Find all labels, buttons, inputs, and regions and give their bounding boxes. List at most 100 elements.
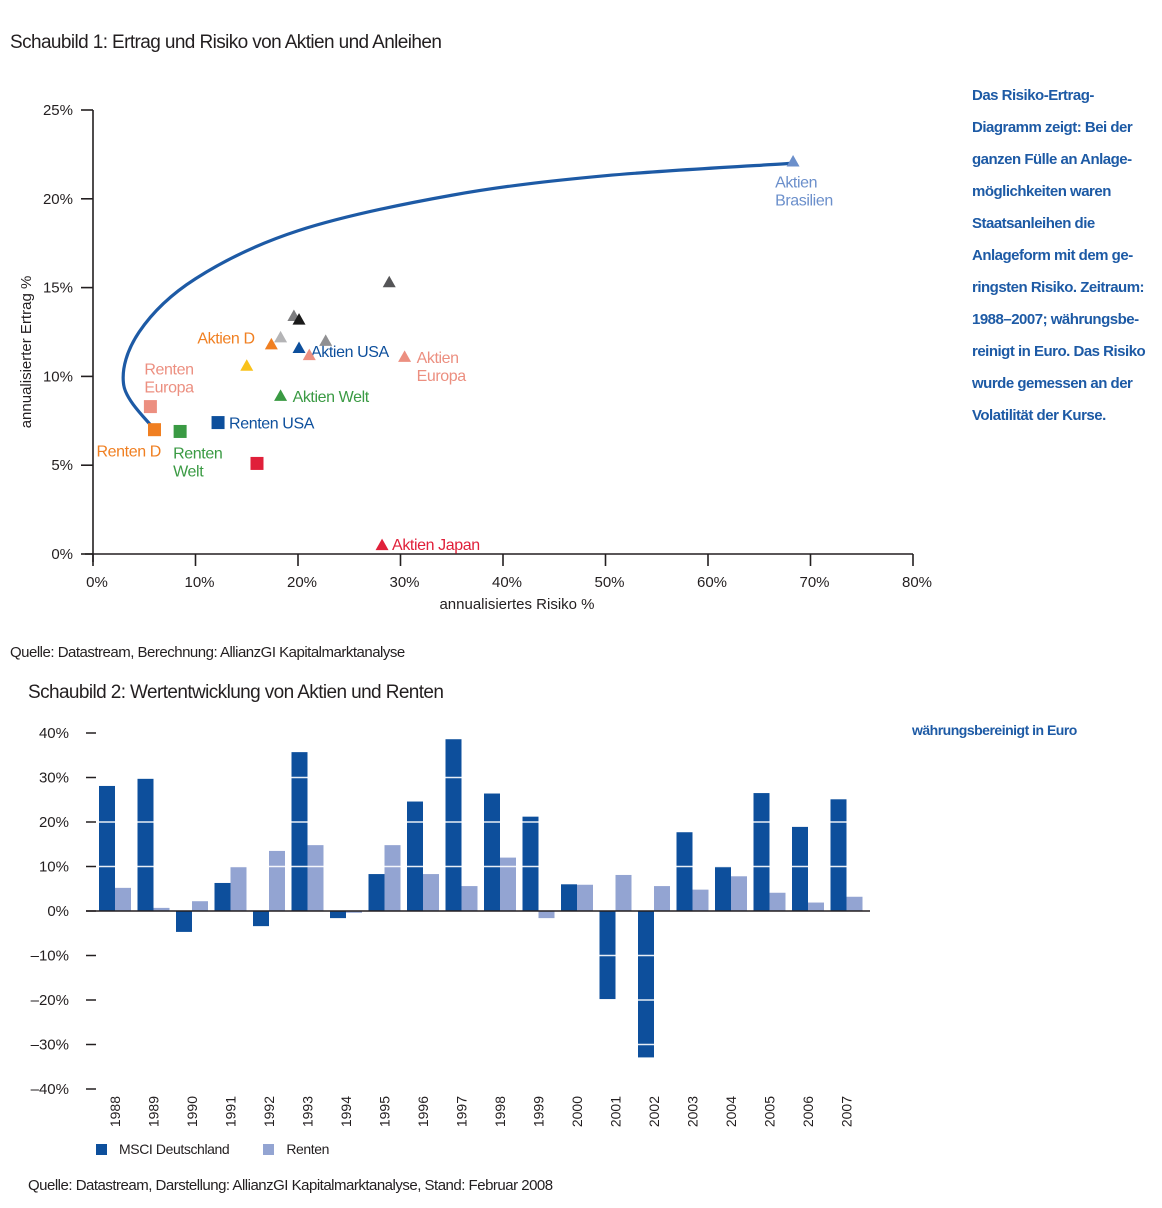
y-tick-label: 0%: [47, 903, 69, 920]
chart2-legend: MSCI Deutschland Renten: [96, 1141, 363, 1157]
bar-msci-deutschland-1997: [445, 739, 462, 911]
point-label-aktien-d: Aktien D: [197, 330, 254, 347]
sidenote-line: Staatsanleihen die: [972, 215, 1095, 232]
bar-renten-2000: [577, 884, 593, 911]
point-label-line: Renten D: [97, 444, 161, 461]
bar-renten-1990: [192, 901, 208, 911]
y-tick-label: 5%: [51, 457, 73, 474]
bar-msci-deutschland-1998: [484, 793, 500, 911]
y-tick-label: –30%: [31, 1037, 69, 1054]
sidenote-line: möglichkeiten waren: [972, 183, 1111, 200]
x-tick-label: 30%: [389, 574, 419, 591]
point-label-line: Europa: [417, 368, 467, 385]
x-tick-label: 0%: [86, 574, 108, 591]
sidenote-line: Anlageform mit dem ge-: [972, 247, 1133, 264]
point-label-aktien-europa: Aktien Europa: [417, 350, 467, 385]
bar-msci-deutschland-1994: [330, 911, 346, 919]
point-label-line: Renten: [144, 362, 193, 379]
x-tick-label: 1993: [300, 1096, 316, 1127]
marker-square-renten-d: [148, 423, 161, 437]
point-label-renten-welt: Renten Welt: [173, 445, 222, 480]
point-label-line: Welt: [173, 463, 204, 480]
bar-msci-deutschland-2006: [792, 826, 808, 911]
x-tick-label: 2007: [839, 1096, 855, 1127]
legend-swatch-msci: [96, 1143, 107, 1155]
marker-triangle-aktien-welt: [274, 389, 288, 401]
x-tick-label: 50%: [594, 574, 624, 591]
x-tick-label: 1999: [531, 1096, 547, 1127]
y-tick-label: 15%: [43, 280, 73, 297]
x-tick-label: 1997: [454, 1096, 470, 1127]
bar-msci-deutschland-1995: [368, 874, 385, 911]
marker-triangle-unlabeled: [240, 359, 254, 371]
marker-triangle-aktien-europa: [398, 350, 412, 362]
bar-msci-deutschland-2004: [715, 866, 731, 911]
bar-renten-1991: [230, 866, 247, 911]
bar-renten-1998: [500, 857, 516, 911]
sidenote-line: 1988–2007; währungsbe-: [972, 311, 1139, 328]
x-tick-label: 2003: [685, 1096, 701, 1127]
point-label-line: Aktien: [417, 350, 459, 367]
sidenote-line: Das Risiko-Ertrag-: [972, 87, 1094, 104]
bar-msci-deutschland-1996: [407, 801, 423, 911]
marker-triangle-unlabeled: [382, 275, 396, 288]
marker-square-renten-europa: [143, 400, 157, 414]
chart1-source: Quelle: Datastream, Berechnung: AllianzG…: [10, 644, 405, 661]
x-tick-label: 1996: [415, 1096, 431, 1127]
marker-triangle-aktien-usa: [292, 341, 306, 353]
bar-renten-2003: [692, 889, 709, 911]
point-label-line: Brasilien: [775, 193, 833, 210]
sidenote-line: Diagramm zeigt: Bei der: [972, 119, 1133, 136]
x-tick-label: 2002: [646, 1096, 662, 1127]
y-tick-label: 10%: [39, 859, 69, 876]
marker-triangle-unlabeled: [302, 348, 316, 361]
marker-square-unlabeled: [250, 456, 264, 470]
point-label-line: Aktien USA: [311, 344, 390, 361]
y-tick-label: –20%: [31, 992, 69, 1009]
marker-triangle-aktien-d: [264, 337, 278, 350]
point-label-line: Renten USA: [229, 416, 315, 433]
bar-renten-1992: [269, 850, 285, 911]
point-label-line: Aktien Welt: [293, 389, 370, 406]
x-tick-label: 80%: [902, 574, 932, 591]
x-tick-label: 1998: [492, 1096, 508, 1127]
bar-msci-deutschland-2000: [561, 884, 577, 911]
bar-renten-1999: [538, 911, 555, 919]
legend-item-renten: Renten: [263, 1141, 329, 1157]
bar-msci-deutschland-1993: [291, 752, 308, 911]
point-label-renten-d: Renten D: [97, 444, 161, 461]
y-tick-label: 20%: [43, 191, 73, 208]
bar-msci-deutschland-1999: [522, 816, 539, 911]
point-label-renten-europa: Renten Europa: [144, 362, 194, 397]
sidenote-line: ringsten Risiko. Zeitraum:: [972, 279, 1145, 296]
point-label-renten-usa: Renten USA: [229, 416, 315, 433]
point-label-line: Aktien: [775, 175, 817, 192]
bar-renten-1989: [153, 907, 170, 911]
bar-msci-deutschland-1988: [99, 785, 115, 911]
efficient-frontier-curve: [121, 161, 794, 431]
chart2-title: Schaubild 2: Wertentwicklung von Aktien …: [28, 682, 444, 703]
legend-swatch-renten: [263, 1143, 275, 1155]
legend-label-renten: Renten: [286, 1141, 330, 1157]
x-tick-label: 40%: [492, 574, 522, 591]
x-tick-label: 1988: [107, 1096, 123, 1127]
bar-renten-2004: [731, 876, 747, 911]
x-tick-label: 70%: [799, 574, 829, 591]
marker-triangle-unlabeled: [274, 330, 288, 343]
risk-return-scatter-chart: 0% 5% 10% 15% 20% 25% 0% 10% 20% 30% 40% 50% 60% 70% 8…: [18, 102, 932, 613]
marker-square-renten-usa: [211, 416, 225, 430]
x-axis-label: annualisiertes Risiko %: [439, 596, 594, 613]
x-tick-label: 1994: [338, 1096, 354, 1127]
chart1-sidenote: Das Risiko-Ertrag- Diagramm zeigt: Bei d…: [972, 80, 1162, 432]
sidenote-line: ganzen Fülle an Anlage-: [972, 151, 1132, 168]
x-tick-label: 1990: [184, 1096, 200, 1127]
bar-renten-2006: [808, 902, 824, 911]
x-tick-label: 2000: [569, 1096, 585, 1127]
y-tick-label: –40%: [31, 1081, 69, 1098]
y-tick-label: 30%: [39, 770, 69, 787]
x-tick-label: 10%: [184, 574, 214, 591]
chart2-source: Quelle: Datastream, Darstellung: Allianz…: [28, 1177, 553, 1194]
point-label-line: Aktien D: [197, 330, 254, 347]
y-tick-label: 10%: [43, 368, 73, 385]
bar-renten-2001: [615, 874, 632, 911]
